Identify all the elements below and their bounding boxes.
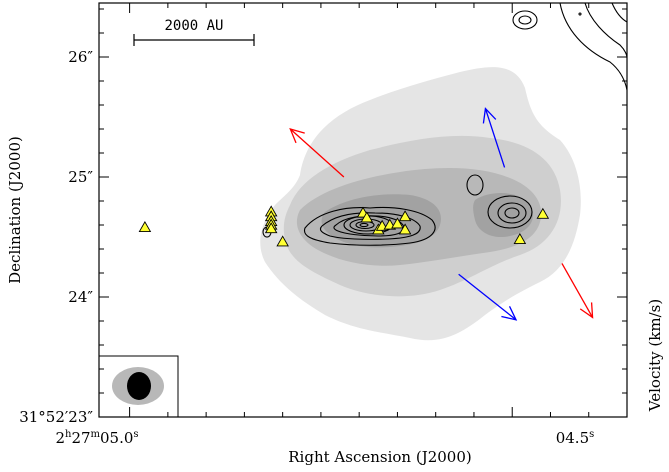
arrow-head — [579, 302, 594, 319]
source-marker-5 — [264, 222, 278, 234]
dust-contour — [584, 3, 627, 59]
scale-bar: 2000 AU — [133, 18, 255, 46]
outflow-arrow-blue-1 — [482, 107, 506, 168]
arrow-head — [289, 128, 305, 144]
dust-contour — [359, 222, 369, 228]
plot-frame — [98, 2, 628, 418]
scale-bar-label: 2000 AU — [164, 18, 223, 34]
outflow-arrow-red-0 — [289, 128, 345, 178]
velocity-axis-label: Velocity (km/s) — [646, 299, 664, 412]
source-marker-13 — [398, 210, 412, 222]
dust-contour — [518, 15, 532, 25]
source-marker-6 — [276, 235, 289, 247]
dust-contour — [559, 3, 627, 91]
y-tick-label-0: 26″ — [68, 48, 93, 66]
axis-ticks — [99, 3, 627, 418]
arrow-shaft — [458, 273, 517, 321]
arrow-shaft — [484, 108, 506, 168]
source-marker-15 — [513, 232, 527, 244]
dust-contour — [303, 207, 436, 246]
outflow-arrows — [289, 107, 594, 321]
dust-contour — [497, 202, 527, 224]
source-marker-14 — [398, 223, 412, 235]
arrow-shaft — [561, 263, 594, 318]
arrow-head — [501, 306, 518, 321]
y-axis-label: Declination (J2000) — [6, 136, 24, 284]
arrow-shaft — [289, 128, 345, 178]
emission-map — [260, 3, 627, 341]
y-tick-label-3: 31°52′23″ — [19, 408, 93, 426]
y-tick-labels: 26″ 25″ 24″ 31°52′23″ — [19, 48, 93, 426]
source-markers — [138, 205, 550, 247]
x-tick-label-0: 2h27m05.0s — [55, 429, 138, 447]
dust-contour — [466, 174, 484, 196]
x-tick-labels: 2h27m05.0s 04.5s — [55, 429, 594, 447]
outflow-arrow-blue-2 — [458, 273, 518, 321]
x-tick-label-1: 04.5s — [556, 429, 595, 447]
dust-contour — [512, 10, 538, 30]
source-marker-12 — [391, 217, 404, 229]
x-axis-label: Right Ascension (J2000) — [288, 448, 471, 466]
source-marker-0 — [138, 220, 152, 232]
source-marker-8 — [360, 211, 374, 223]
y-tick-label-2: 24″ — [68, 288, 93, 306]
arrow-head — [482, 107, 497, 124]
source-marker-16 — [536, 207, 550, 219]
beam-inset — [98, 355, 179, 418]
dust-contour — [578, 12, 582, 16]
beam-inner — [127, 372, 151, 400]
dust-contour — [611, 3, 627, 23]
outflow-arrow-red-3 — [561, 263, 594, 319]
dust-contour — [319, 212, 421, 240]
dust-contour — [487, 195, 533, 229]
dust-contour — [504, 207, 520, 219]
y-tick-label-1: 25″ — [68, 168, 93, 186]
